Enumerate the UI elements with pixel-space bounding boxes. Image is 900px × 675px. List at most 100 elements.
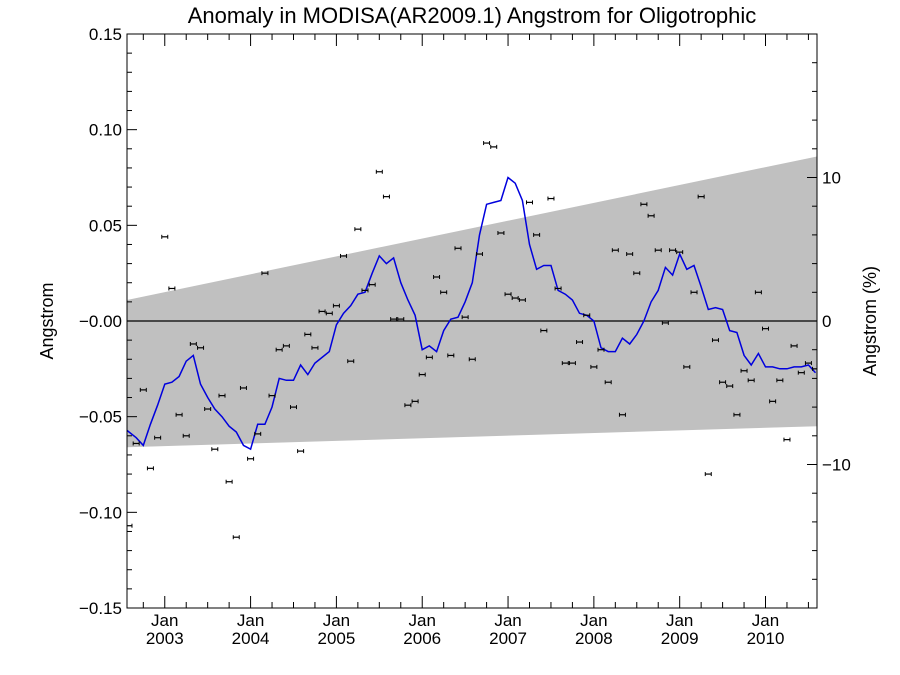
data-point [704, 472, 712, 477]
x-tick-year: 2003 [146, 629, 184, 648]
data-point [733, 412, 741, 417]
data-point [411, 399, 419, 404]
x-tick-year: 2004 [232, 629, 270, 648]
confidence-band [127, 156, 817, 448]
anomaly-series-line [127, 176, 817, 451]
data-point [533, 232, 541, 237]
data-point [440, 290, 448, 295]
y2-axis-label: Angstrom (%) [860, 266, 880, 376]
data-point [232, 535, 240, 540]
data-point [211, 447, 219, 452]
data-point [189, 341, 197, 346]
data-point [697, 194, 705, 199]
data-point [497, 230, 505, 235]
data-point [576, 340, 584, 345]
data-point [669, 248, 677, 253]
data-point [540, 328, 548, 333]
data-point [690, 290, 698, 295]
data-points-layer [127, 141, 817, 540]
data-point [647, 213, 655, 218]
data-point [218, 393, 226, 398]
data-point [597, 347, 605, 352]
data-point [475, 252, 483, 257]
data-point [776, 378, 784, 383]
data-point [762, 326, 770, 331]
x-tick-month: Jan [409, 611, 436, 630]
data-point [340, 253, 348, 258]
data-point [304, 332, 312, 337]
data-point [518, 297, 526, 302]
y-tick-label: 0.15 [89, 25, 122, 44]
data-point [626, 252, 634, 257]
data-point [783, 437, 791, 442]
data-point [604, 380, 612, 385]
data-point [747, 378, 755, 383]
x-tick-month: Jan [752, 611, 779, 630]
data-point [404, 403, 412, 408]
data-point [468, 357, 476, 362]
data-point [504, 292, 512, 297]
x-tick-year: 2008 [575, 629, 613, 648]
data-point [654, 248, 662, 253]
data-point [182, 433, 190, 438]
anomaly-line-layer [127, 176, 817, 451]
data-point [161, 234, 169, 239]
data-point [225, 479, 233, 484]
y-tick-label: −0.10 [79, 503, 122, 522]
data-point [554, 286, 562, 291]
y2-tick-label: −10 [822, 456, 851, 475]
data-point [719, 380, 727, 385]
x-tick-month: Jan [237, 611, 264, 630]
data-point [804, 361, 812, 366]
data-point [382, 194, 390, 199]
y-tick-label: −0.00 [79, 312, 122, 331]
data-point [289, 405, 297, 410]
data-point [239, 385, 247, 390]
data-point [711, 338, 719, 343]
x-tick-year: 2010 [747, 629, 785, 648]
x-tick-month: Jan [323, 611, 350, 630]
data-point [661, 320, 669, 325]
data-point [769, 399, 777, 404]
data-point [254, 431, 262, 436]
data-point [347, 359, 355, 364]
y-tick-label: 0.10 [89, 121, 122, 140]
data-point [282, 343, 290, 348]
data-point [490, 144, 498, 149]
y2-tick-label: 0 [822, 312, 831, 331]
x-tick-month: Jan [151, 611, 178, 630]
data-point [740, 368, 748, 373]
data-point [790, 343, 798, 348]
data-point [454, 246, 462, 251]
data-point [511, 296, 519, 301]
data-point [583, 313, 591, 318]
data-point [447, 353, 455, 358]
x-tick-month: Jan [666, 611, 693, 630]
x-tick-month: Jan [580, 611, 607, 630]
data-point [397, 317, 405, 322]
data-point [618, 412, 626, 417]
data-point [247, 456, 255, 461]
data-point [561, 361, 569, 366]
data-point [526, 200, 533, 205]
data-point [354, 227, 362, 232]
x-tick-year: 2007 [489, 629, 527, 648]
y2-tick-label: 10 [822, 169, 841, 188]
x-tick-year: 2006 [403, 629, 441, 648]
data-point [375, 169, 383, 174]
data-point [547, 196, 555, 201]
y-tick-label: −0.15 [79, 599, 122, 618]
data-point [418, 372, 426, 377]
data-point [175, 412, 183, 417]
y-tick-label: 0.05 [89, 216, 122, 235]
data-point [132, 441, 140, 446]
data-point [633, 271, 641, 276]
chart-title: Anomaly in MODISA(AR2009.1) Angstrom for… [188, 3, 757, 28]
data-point [361, 288, 369, 293]
data-point [268, 393, 276, 398]
data-point [204, 407, 212, 412]
data-point [797, 370, 805, 375]
data-point [683, 364, 691, 369]
data-point [390, 317, 398, 322]
